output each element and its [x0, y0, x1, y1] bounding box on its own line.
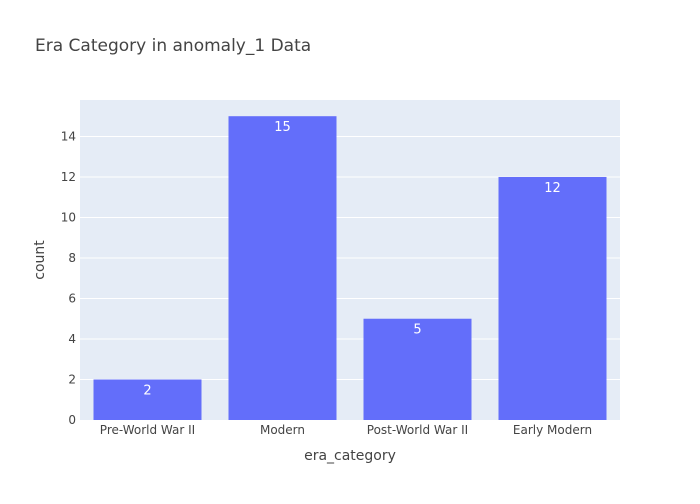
y-axis-ticks: 0 2 4 6 8 10 12 14: [61, 129, 76, 427]
bar-value-label: 12: [544, 181, 561, 196]
y-tick-label: 10: [61, 210, 76, 224]
x-tick-label: Modern: [260, 423, 305, 437]
bar: [93, 379, 202, 420]
x-tick-label: Post-World War II: [367, 423, 468, 437]
y-tick-label: 6: [68, 291, 76, 305]
bar: [498, 176, 607, 420]
bars: [93, 116, 607, 421]
y-tick-label: 0: [68, 413, 76, 427]
bar: [228, 116, 337, 421]
y-tick-label: 14: [61, 129, 76, 143]
bar-value-labels: 2 15 5 12: [143, 120, 560, 398]
y-tick-label: 12: [61, 170, 76, 184]
x-tick-label: Early Modern: [513, 423, 592, 437]
x-axis-title: era_category: [304, 448, 396, 464]
y-tick-label: 8: [68, 251, 76, 265]
bar-value-label: 2: [143, 383, 151, 398]
bar: [363, 318, 472, 420]
y-axis-title: count: [32, 240, 48, 280]
y-tick-label: 2: [68, 372, 76, 386]
y-tick-label: 4: [68, 332, 76, 346]
chart-title: Era Category in anomaly_1 Data: [35, 36, 311, 56]
bar-value-label: 15: [274, 120, 291, 135]
x-axis-ticks: Pre-World War II Modern Post-World War II E…: [100, 423, 592, 437]
bar-value-label: 5: [413, 323, 421, 338]
x-tick-label: Pre-World War II: [100, 423, 195, 437]
